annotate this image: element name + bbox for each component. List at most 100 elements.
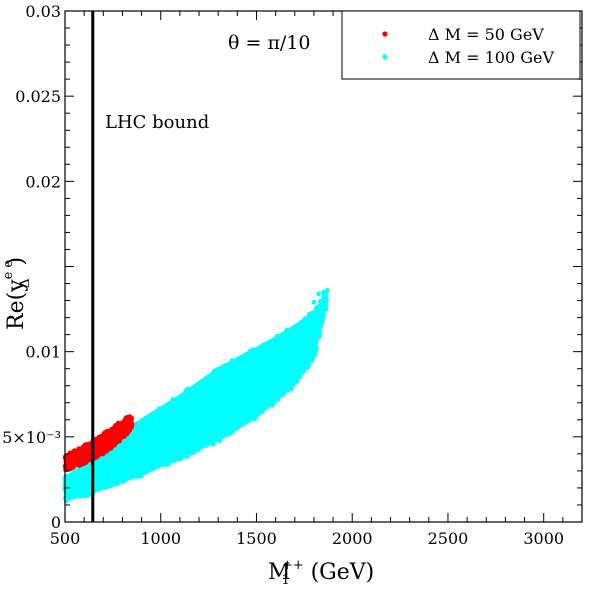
data-point: [103, 469, 109, 475]
data-point: [68, 477, 74, 483]
data-point: [143, 417, 149, 423]
data-point: [225, 386, 231, 391]
data-point: [290, 362, 296, 367]
data-point: [155, 416, 161, 422]
data-point: [129, 415, 135, 421]
data-point: [188, 399, 194, 405]
data-point: [131, 461, 137, 467]
data-point: [287, 383, 293, 389]
y-axis-ticks: 0 5×10⁻³ 0.01 0.02 0.025 0.03: [2, 2, 582, 532]
data-point: [118, 477, 124, 483]
data-point: [148, 458, 154, 464]
data-point: [259, 358, 264, 364]
data-point: [234, 412, 239, 418]
data-point: [228, 420, 234, 425]
data-point: [173, 404, 179, 409]
data-point: [140, 468, 145, 473]
data-point: [311, 350, 316, 356]
data-point: [161, 407, 167, 412]
data-point: [84, 447, 90, 453]
data-point: [260, 366, 266, 372]
data-point: [280, 369, 286, 374]
data-point: [284, 333, 290, 339]
data-point: [269, 388, 275, 394]
data-point: [125, 418, 131, 424]
data-point: [302, 316, 308, 322]
data-point: [220, 417, 226, 423]
data-point: [103, 433, 109, 439]
data-point: [134, 434, 139, 439]
data-point: [168, 408, 174, 414]
data-point: [186, 437, 191, 442]
data-point: [168, 452, 174, 457]
data-point: [262, 371, 268, 377]
data-point: [324, 288, 330, 293]
data-point: [264, 376, 270, 382]
data-point: [156, 412, 161, 418]
data-point: [245, 376, 251, 381]
data-point: [157, 446, 163, 452]
data-point: [297, 336, 303, 342]
data-point: [207, 420, 213, 426]
legend-label-dm100: Δ M = 100 GeV: [428, 48, 554, 67]
data-point: [283, 342, 288, 347]
data-point: [222, 404, 227, 410]
data-point: [252, 416, 258, 422]
data-point: [281, 380, 286, 385]
data-point: [291, 324, 297, 330]
data-point: [300, 351, 306, 357]
data-point: [291, 367, 297, 372]
data-point: [277, 380, 283, 386]
data-point: [252, 386, 258, 391]
data-point: [159, 419, 165, 424]
data-point: [242, 412, 248, 417]
data-point: [107, 428, 112, 434]
data-point: [201, 432, 207, 437]
data-point: [249, 360, 254, 366]
data-point: [292, 333, 297, 338]
series-dm50: [62, 414, 135, 473]
data-point: [321, 294, 327, 300]
data-point: [94, 454, 99, 460]
data-point: [118, 446, 123, 452]
data-point: [75, 454, 81, 459]
data-point: [310, 337, 316, 342]
data-point: [248, 352, 253, 358]
data-point: [228, 371, 233, 377]
data-point: [137, 450, 143, 456]
data-point: [176, 425, 181, 431]
data-point: [229, 429, 235, 435]
data-point: [122, 418, 127, 424]
data-point: [87, 491, 93, 497]
data-point: [68, 462, 74, 468]
data-point: [241, 368, 246, 374]
data-point: [199, 410, 205, 415]
data-point: [176, 417, 182, 423]
data-point: [276, 364, 282, 369]
data-point: [297, 354, 302, 359]
data-point: [106, 446, 112, 452]
legend-marker-dm50: [382, 31, 388, 37]
data-point: [117, 462, 122, 467]
data-point: [274, 339, 279, 345]
data-point: [162, 451, 168, 456]
x-axis-title: M1++ (GeV): [268, 558, 374, 588]
y-axis-title-close: ): [4, 257, 29, 266]
data-point: [76, 448, 82, 454]
data-point: [321, 289, 326, 295]
data-point: [94, 463, 99, 469]
data-point: [143, 465, 149, 470]
data-point: [124, 458, 129, 463]
data-point: [235, 391, 240, 397]
data-point: [208, 379, 214, 385]
data-point: [273, 357, 279, 362]
data-point: [164, 420, 169, 426]
data-point: [67, 482, 73, 488]
data-point: [109, 470, 115, 476]
data-point: [85, 473, 91, 479]
data-point: [208, 399, 214, 404]
data-point: [267, 347, 273, 353]
data-point: [263, 358, 269, 364]
data-point: [231, 419, 237, 425]
data-point: [252, 367, 258, 373]
